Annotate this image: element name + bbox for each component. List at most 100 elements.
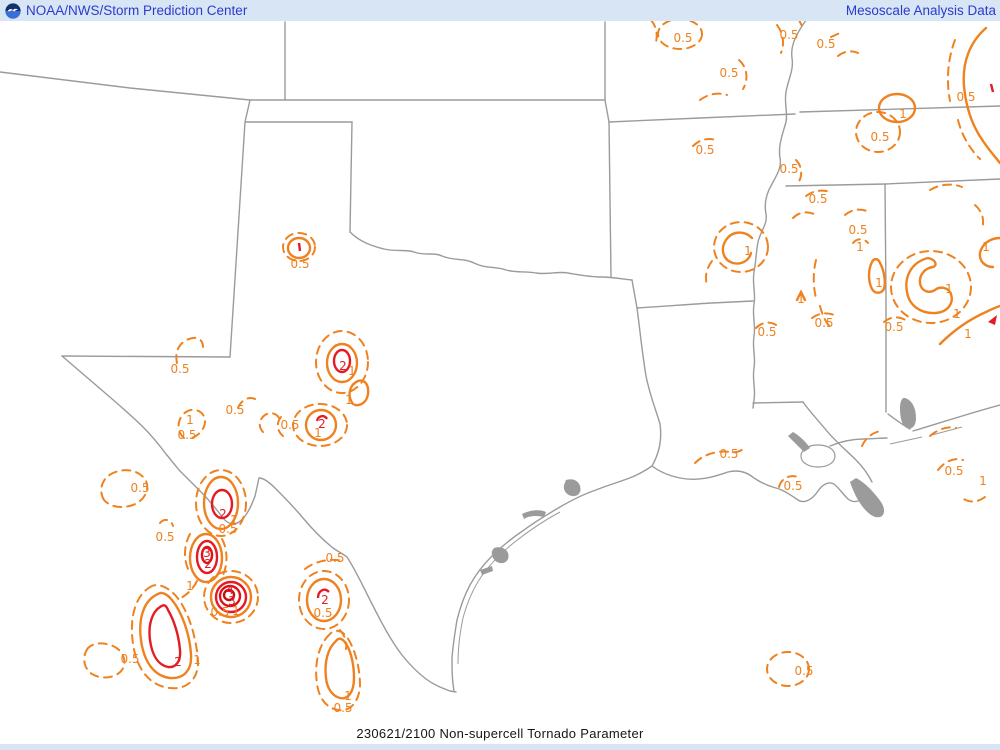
contour-1: [877, 92, 917, 124]
contour-2: [316, 588, 330, 599]
state-border: [604, 99, 610, 123]
contour-0.5: [812, 259, 817, 299]
contour-0.5: [778, 475, 799, 488]
contour-value-label: 0.5: [225, 403, 244, 417]
contour-0.5: [929, 426, 957, 437]
contour-0.5: [184, 533, 191, 572]
contour-0.5: [237, 397, 256, 409]
contour-0.5: [890, 250, 972, 324]
contour-0.5: [738, 59, 748, 90]
water-fill: [563, 479, 581, 497]
state-border: [912, 404, 1000, 432]
contour-value-label: 0.5: [808, 192, 827, 206]
contour-value-label: 2: [174, 655, 182, 669]
contour-1: [348, 379, 370, 407]
contour-0.5: [83, 642, 126, 679]
contour-value-label: 1: [899, 107, 907, 121]
header-right-title: Mesoscale Analysis Data: [845, 3, 996, 18]
state-border: [608, 121, 612, 278]
contour-0.5: [830, 32, 841, 38]
contour-0.5: [855, 111, 901, 153]
contour-0.5: [929, 183, 963, 191]
contour-value-label: 0.5: [130, 481, 149, 495]
coastline-detail: [889, 426, 963, 445]
contour-value-label: 0.5: [816, 37, 835, 51]
water-fill: [522, 510, 546, 519]
contour-0.5: [713, 221, 769, 273]
contour-value-label: 0.5: [870, 130, 889, 144]
contour-0.5: [937, 458, 964, 471]
state-border: [829, 437, 888, 447]
state-border: [752, 19, 807, 409]
state-border: [636, 300, 754, 309]
contour-value-label: 1: [230, 513, 238, 527]
contour-0.5: [292, 403, 348, 447]
contour-value-label: 1: [193, 653, 201, 667]
contour-0.5: [298, 570, 350, 630]
contour-1: [139, 591, 193, 680]
water-fill: [900, 397, 916, 429]
contour-value-label: 0.5: [884, 320, 903, 334]
water-fill: [788, 432, 810, 452]
contour-value-label: 2: [219, 507, 227, 521]
contour-0.5: [258, 412, 281, 433]
contour-0.5: [203, 570, 259, 624]
contour-0.5: [776, 24, 785, 54]
contour-value-label: 0.5: [120, 652, 139, 666]
contour-value-label: 0.5: [719, 447, 738, 461]
contour-value-label: 1: [797, 292, 805, 306]
lake-outline: [800, 444, 836, 468]
contour-value-label: 0.5: [177, 428, 196, 442]
contour-0.5: [755, 321, 777, 329]
contour-0.5: [946, 39, 956, 102]
contour-value-label: 3: [228, 594, 236, 608]
state-borders-layer: [0, 19, 1000, 693]
state-border: [229, 99, 251, 358]
state-border: [61, 355, 231, 358]
contour-value-label: 0.5: [280, 418, 299, 432]
contour-3: [218, 584, 242, 608]
coastline-detail: [457, 511, 561, 665]
contour-value-label: 3: [203, 546, 211, 560]
contour-0.5: [974, 204, 985, 230]
contour-0.5: [852, 238, 869, 244]
contour-value-label: 0.5: [290, 257, 309, 271]
contour-value-label: 2: [204, 557, 212, 571]
contour-1: [304, 408, 338, 442]
contour-1: [938, 304, 1000, 346]
state-border: [752, 401, 804, 404]
contour-0.5: [315, 330, 369, 394]
map-caption: 230621/2100 Non-supercell Tornado Parame…: [356, 726, 644, 741]
contour-value-label: 1: [964, 327, 972, 341]
state-border: [608, 113, 796, 123]
contour-value-label: 1: [232, 604, 240, 618]
contour-value-label: 2: [321, 593, 329, 607]
contour-0.5: [159, 518, 174, 527]
contour-value-label: 0.5: [956, 90, 975, 104]
contour-3: [200, 545, 214, 565]
contour-value-label: 0.5: [218, 522, 237, 536]
state-border: [887, 413, 911, 430]
state-border: [349, 121, 353, 233]
header-left-title: NOAA/NWS/Storm Prediction Center: [26, 3, 248, 18]
contour-value-label: 1: [186, 413, 194, 427]
contour-value-label: 0.5: [719, 66, 738, 80]
contour-1: [905, 256, 953, 315]
state-border: [636, 307, 662, 467]
contour-value-label: 1: [348, 364, 356, 378]
state-border: [61, 355, 457, 693]
contour-1: [978, 236, 1000, 269]
contour-value-label: 0.5: [794, 664, 813, 678]
footer-bar: [0, 744, 1000, 750]
contour-1: [286, 236, 312, 260]
contour-0.5: [178, 580, 198, 600]
contour-0.5: [704, 260, 713, 288]
contour-0.5: [177, 408, 207, 439]
contour-value-label: 0.5: [333, 701, 352, 715]
contour-value-label: 0.5: [210, 605, 229, 619]
contour-value-label: 1: [344, 689, 352, 703]
state-border: [349, 231, 633, 281]
noaa-logo-icon: [5, 2, 21, 19]
